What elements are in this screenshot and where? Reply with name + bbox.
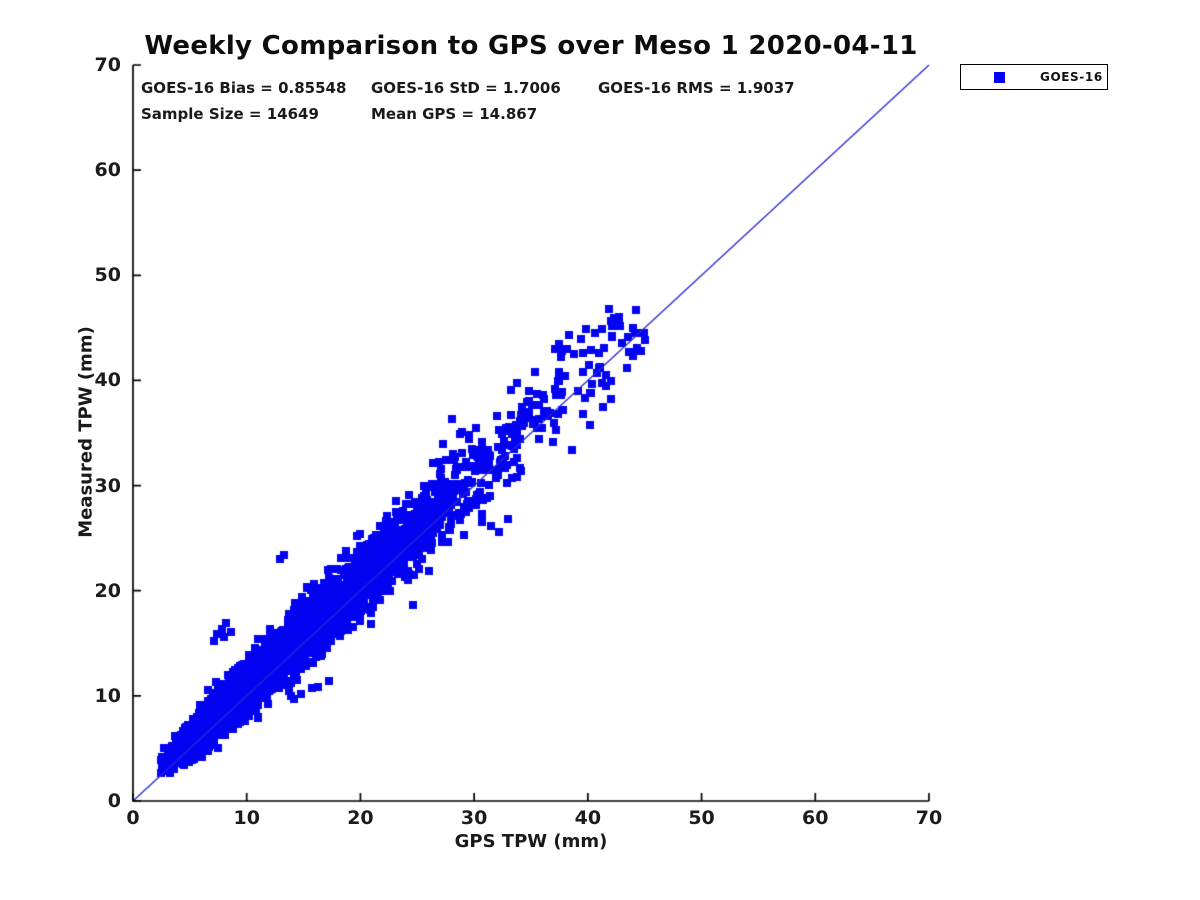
y-tick-label: 70 bbox=[94, 54, 121, 76]
legend-marker-icon bbox=[994, 71, 1005, 83]
x-tick-label: 60 bbox=[802, 807, 829, 829]
legend-box: GOES-16 bbox=[960, 64, 1108, 90]
x-tick-label: 0 bbox=[126, 807, 140, 829]
x-tick-label: 70 bbox=[915, 807, 943, 829]
x-tick-label: 40 bbox=[574, 807, 602, 829]
y-tick-label: 10 bbox=[94, 684, 121, 707]
x-tick-label: 20 bbox=[347, 807, 374, 829]
y-tick-label: 0 bbox=[107, 790, 121, 812]
stat-std: GOES-16 StD = 1.7006 bbox=[371, 79, 561, 97]
y-axis-label: Measured TPW (mm) bbox=[75, 326, 97, 538]
x-axis-label: GPS TPW (mm) bbox=[454, 831, 608, 852]
y-tick-label: 50 bbox=[94, 264, 121, 287]
y-tick-label: 30 bbox=[94, 474, 121, 497]
y-tick-label: 20 bbox=[94, 579, 121, 602]
stat-rms: GOES-16 RMS = 1.9037 bbox=[598, 79, 795, 97]
legend-label: GOES-16 bbox=[1040, 70, 1103, 84]
x-tick-label: 50 bbox=[688, 807, 715, 829]
y-tick-label: 40 bbox=[94, 369, 121, 392]
stat-mean-gps: Mean GPS = 14.867 bbox=[371, 105, 538, 123]
x-tick-label: 30 bbox=[460, 807, 488, 829]
stat-bias: GOES-16 Bias = 0.85548 bbox=[141, 79, 347, 97]
y-tick-label: 60 bbox=[94, 159, 121, 182]
x-tick-label: 10 bbox=[233, 807, 260, 829]
chart-title: Weekly Comparison to GPS over Meso 1 202… bbox=[144, 31, 918, 61]
stat-sample-size: Sample Size = 14649 bbox=[141, 105, 319, 123]
